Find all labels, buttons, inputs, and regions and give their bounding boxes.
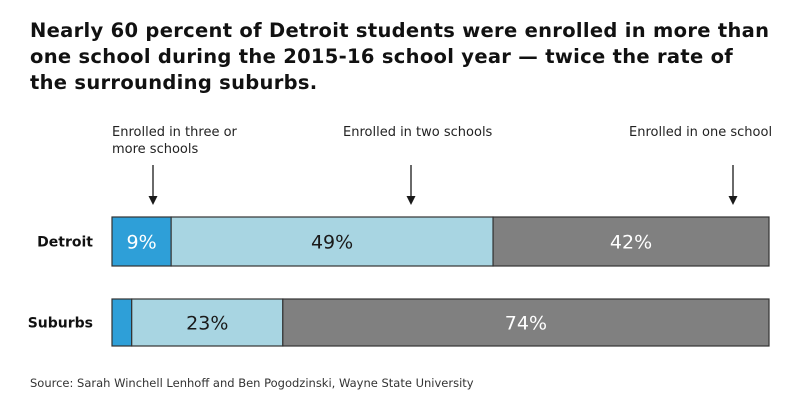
chart-title: Nearly 60 percent of Detroit students we… <box>30 19 770 94</box>
annotation-three-or-more: Enrolled in three or more schools <box>112 125 237 157</box>
annotation-arrow-head-1 <box>406 196 416 205</box>
data-label-detroit-1: 49% <box>311 232 353 254</box>
category-label-detroit: Detroit <box>37 235 93 251</box>
source-note: Source: Sarah Winchell Lenhoff and Ben P… <box>30 376 474 390</box>
annotation-arrow-head-2 <box>728 196 738 205</box>
bar-suburbs-1 <box>131 298 284 347</box>
data-label-detroit-0: 9% <box>126 232 156 254</box>
data-label-suburbs-2: 74% <box>505 313 547 335</box>
bar-detroit-1 <box>170 216 494 267</box>
bar-suburbs-0 <box>111 298 133 347</box>
data-label-detroit-2: 42% <box>610 232 652 254</box>
bar-suburbs-2 <box>282 298 770 347</box>
bar-detroit-2 <box>492 216 770 267</box>
data-label-suburbs-1: 23% <box>186 313 228 335</box>
annotation-one-school: Enrolled in one school <box>629 125 773 140</box>
annotation-arrow-head-0 <box>148 196 158 205</box>
category-label-suburbs: Suburbs <box>28 316 93 332</box>
annotation-two-schools: Enrolled in two schools <box>343 125 493 140</box>
